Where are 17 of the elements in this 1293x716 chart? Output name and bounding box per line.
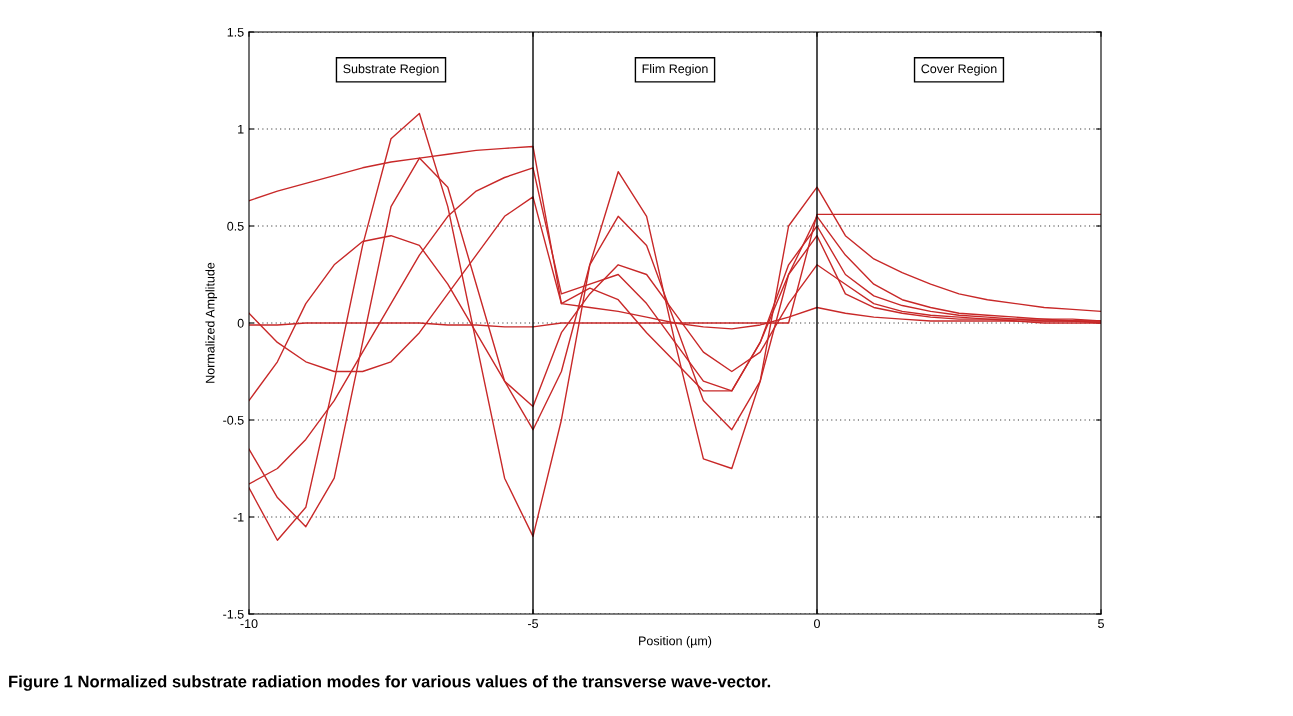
y-tick-label: 0.5 [227,221,244,231]
annotation: Flim Region [642,64,708,76]
x-tick-label: 5 [1098,619,1104,629]
y-tick-label: -1.5 [223,609,244,619]
y-axis-title: Normalized Amplitude [205,262,218,383]
x-tick-label: 0 [814,619,820,629]
y-tick-label: 1.5 [227,27,244,37]
x-tick-label: -10 [240,619,258,629]
x-axis-title: Position (µm) [639,636,712,648]
annotation: Cover Region [921,64,997,76]
y-tick-label: -0.5 [223,415,244,425]
annotation: Substrate Region [343,64,439,76]
caption: Figure 1 Normalized substrate radiation modes for various values of the transverse wave-vector. [9,675,771,691]
y-tick-label: 1 [238,124,244,134]
y-tick-label: -1 [233,512,244,522]
x-tick-label: -5 [528,619,539,629]
y-tick-label: 0 [237,318,244,328]
